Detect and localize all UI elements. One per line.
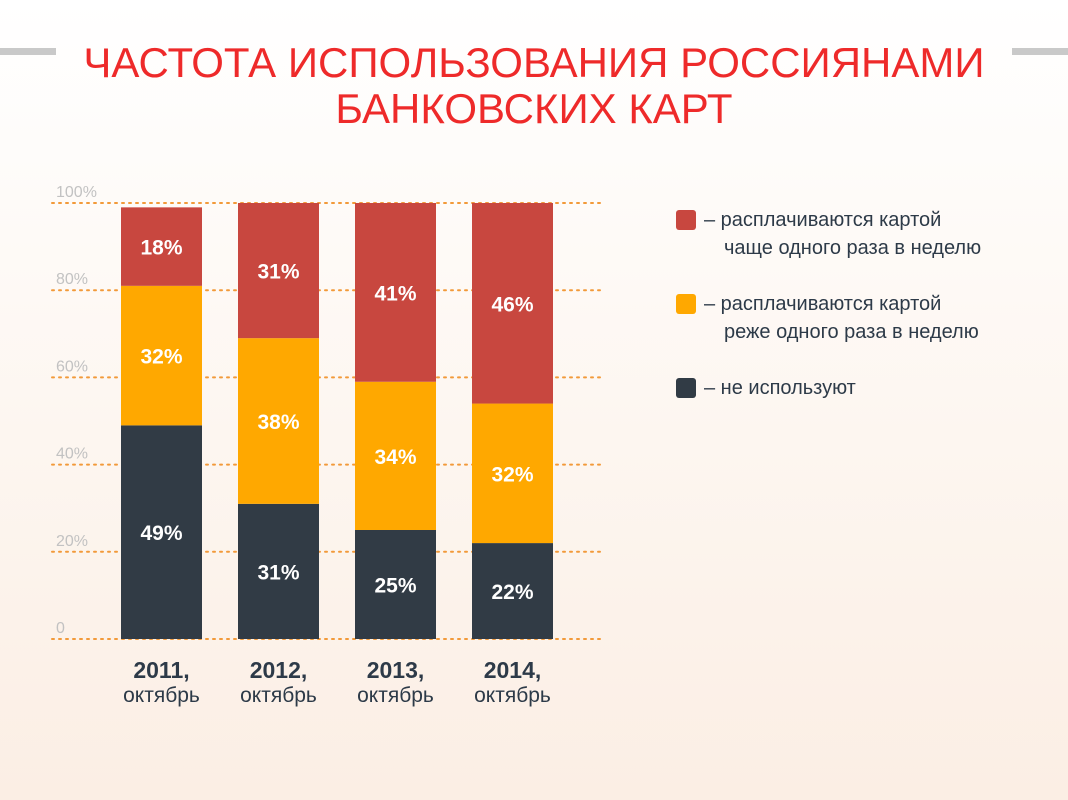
data-label-frequent-1: 31% bbox=[257, 261, 299, 284]
data-label-none-0: 49% bbox=[140, 522, 182, 545]
bar-segment-rare-0 bbox=[121, 285, 202, 426]
data-label-rare-2: 34% bbox=[374, 446, 416, 469]
chart-title-line-1: ЧАСТОТА ИСПОЛЬЗОВАНИЯ РОССИЯНАМИ bbox=[83, 39, 985, 86]
data-label-none-2: 25% bbox=[374, 575, 416, 598]
data-label-none-1: 31% bbox=[257, 561, 299, 584]
data-label-rare-3: 32% bbox=[491, 463, 533, 486]
x-category-label-month-3: октябрь bbox=[474, 684, 551, 707]
legend-label-rare-line-2: реже одного раза в неделю bbox=[724, 321, 979, 343]
x-category-label-year-1: 2012, bbox=[250, 657, 308, 683]
y-tick-label-40: 40% bbox=[56, 446, 88, 463]
y-tick-label-80: 80% bbox=[56, 271, 88, 288]
bar-segment-none-2 bbox=[355, 530, 436, 639]
data-label-rare-1: 38% bbox=[257, 411, 299, 434]
x-category-label-month-2: октябрь bbox=[357, 684, 434, 707]
x-category-label-month-0: октябрь bbox=[123, 684, 200, 707]
x-category-label-year-0: 2011, bbox=[133, 657, 189, 683]
x-category-label-year-2: 2013, bbox=[367, 657, 425, 683]
legend-swatch-rare bbox=[676, 294, 696, 314]
x-category-label-year-3: 2014, bbox=[484, 657, 542, 683]
y-tick-label-0: 0 bbox=[56, 620, 65, 637]
y-tick-label-20: 20% bbox=[56, 533, 88, 550]
legend-label-none-line-1: – не используют bbox=[704, 377, 856, 399]
data-label-frequent-3: 46% bbox=[491, 293, 533, 316]
data-label-frequent-0: 18% bbox=[140, 237, 182, 260]
bar-segment-frequent-1 bbox=[238, 203, 319, 339]
legend-item-frequent: – расплачиваются картой чаще одного раза… bbox=[676, 206, 1036, 262]
legend-item-none: – не используют bbox=[676, 374, 1036, 402]
chart-title-line-2: БАНКОВСКИХ КАРТ bbox=[335, 85, 733, 132]
bar-segment-frequent-3 bbox=[472, 203, 553, 404]
x-category-label-month-1: октябрь bbox=[240, 684, 317, 707]
y-tick-label-100: 100% bbox=[56, 184, 97, 201]
bar-segment-none-3 bbox=[472, 543, 553, 639]
chart-title: ЧАСТОТА ИСПОЛЬЗОВАНИЯ РОССИЯНАМИ БАНКОВС… bbox=[0, 40, 1068, 132]
legend-swatch-none bbox=[676, 378, 696, 398]
legend-label-frequent-line-2: чаще одного раза в неделю bbox=[724, 237, 982, 259]
y-tick-label-60: 60% bbox=[56, 358, 88, 375]
decor-bar-left bbox=[0, 48, 56, 55]
chart-legend: – расплачиваются картой чаще одного раза… bbox=[676, 206, 1036, 430]
bar-segment-rare-2 bbox=[355, 381, 436, 530]
legend-label-rare-line-1: – расплачиваются картой bbox=[704, 293, 942, 315]
decor-bar-right bbox=[1012, 48, 1068, 55]
bar-segment-frequent-0 bbox=[121, 207, 202, 286]
legend-swatch-frequent bbox=[676, 210, 696, 230]
bar-segment-frequent-2 bbox=[355, 203, 436, 382]
stacked-bar-chart: 020%40%60%80%100%49%32%18%2011,октябрь31… bbox=[51, 184, 601, 707]
legend-item-rare: – расплачиваются картой реже одного раза… bbox=[676, 290, 1036, 346]
data-label-none-3: 22% bbox=[491, 581, 533, 604]
bar-segment-rare-3 bbox=[472, 403, 553, 544]
legend-label-frequent-line-1: – расплачиваются картой bbox=[704, 209, 942, 231]
data-label-frequent-2: 41% bbox=[374, 282, 416, 305]
bar-segment-rare-1 bbox=[238, 338, 319, 504]
bar-segment-none-1 bbox=[238, 503, 319, 639]
bar-segment-none-0 bbox=[121, 425, 202, 639]
data-label-rare-0: 32% bbox=[140, 346, 182, 369]
